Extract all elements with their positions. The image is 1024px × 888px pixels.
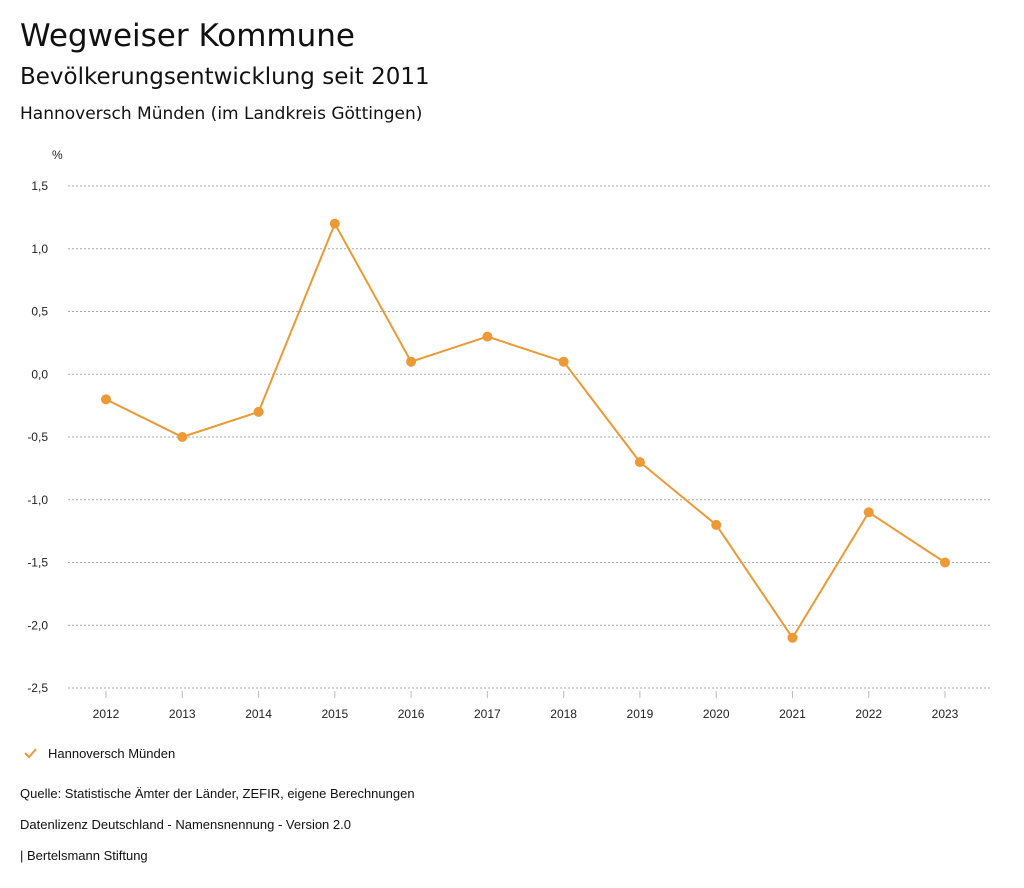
region-label: Hannoversch Münden (im Landkreis Götting…	[20, 104, 423, 124]
series-line	[105, 221, 946, 640]
data-point	[329, 218, 340, 229]
legend[interactable]: Hannoversch Münden	[22, 745, 175, 761]
data-point	[711, 519, 722, 530]
data-point	[406, 356, 417, 367]
y-tick-label: 1,5	[31, 179, 48, 193]
y-tick-label: 0,5	[31, 305, 48, 319]
check-icon	[24, 748, 37, 759]
y-tick-label: -2,0	[27, 618, 48, 632]
license-note: Datenlizenz Deutschland - Namensnennung …	[20, 817, 351, 832]
data-point	[863, 507, 874, 518]
x-tick-label: 2023	[932, 707, 959, 721]
data-point	[558, 356, 569, 367]
data-point	[253, 406, 264, 417]
y-tick-label: 1,0	[31, 242, 48, 256]
x-tick-label: 2017	[474, 707, 501, 721]
y-tick-label: 0,0	[31, 367, 48, 381]
x-tick-label: 2020	[703, 707, 730, 721]
x-tick-label: 2012	[93, 707, 120, 721]
y-tick-label: -1,5	[27, 556, 48, 570]
data-point	[482, 331, 493, 342]
x-tick-label: 2016	[398, 707, 425, 721]
chart-subtitle: Bevölkerungsentwicklung seit 2011	[20, 64, 430, 90]
y-tick-label: -1,0	[27, 493, 48, 507]
x-tick-label: 2021	[779, 707, 806, 721]
y-tick-label: -2,5	[27, 681, 48, 695]
data-point	[101, 394, 111, 405]
x-tick-label: 2013	[169, 707, 196, 721]
page-title: Wegweiser Kommune	[20, 18, 355, 54]
data-point	[634, 457, 645, 468]
brand-note[interactable]: | Bertelsmann Stiftung	[20, 848, 148, 863]
y-axis-unit: %	[52, 148, 63, 162]
data-point	[940, 557, 950, 568]
y-tick-label: -0,5	[27, 430, 48, 444]
x-tick-label: 2015	[321, 707, 348, 721]
data-point	[177, 432, 188, 442]
legend-label: Hannoversch Münden	[48, 745, 176, 761]
data-point	[787, 632, 798, 643]
x-tick-label: 2014	[245, 707, 272, 721]
x-tick-label: 2022	[855, 707, 882, 721]
x-tick-label: 2019	[627, 707, 654, 721]
x-tick-label: 2018	[550, 707, 577, 721]
line-chart: % 1,5 1,0 0,5 0,0 -0,5 -1,0 -1,5 -2,0 -2,5 2012 20…	[27, 148, 990, 721]
source-note: Quelle: Statistische Ämter der Länder, Z…	[20, 786, 415, 801]
